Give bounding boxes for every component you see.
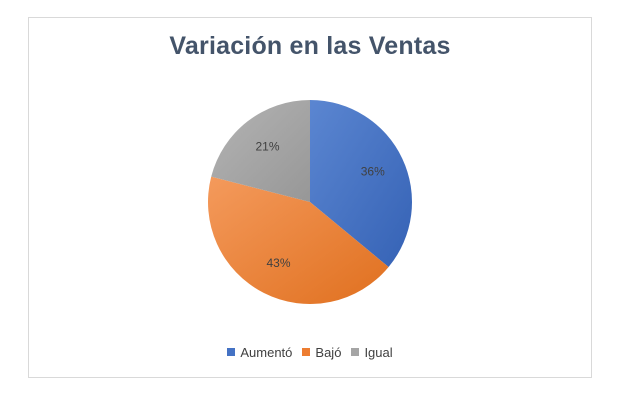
legend-swatch <box>351 348 360 356</box>
pie-slice-bajó <box>208 176 389 304</box>
pie-chart: 36% 43% 21% <box>208 100 413 304</box>
pie-slice-aumentó <box>310 100 413 268</box>
legend-item-aumentó: Aumentó <box>227 345 292 360</box>
data-label-bajó: 43% <box>266 256 290 270</box>
legend-swatch <box>227 348 236 356</box>
legend-label: Bajó <box>315 344 342 360</box>
legend-item-bajó: Bajó <box>302 345 341 360</box>
pie-slice-igual <box>211 100 310 202</box>
chart-area: Variación en las Ventas 36% 43% 21% Aument… <box>28 17 592 378</box>
legend-label: Igual <box>364 344 393 360</box>
data-label-igual: 21% <box>255 139 279 153</box>
chart-title: Variación en las Ventas <box>169 32 451 60</box>
legend-label: Aumentó <box>240 344 293 360</box>
legend-swatch <box>302 348 311 356</box>
legend-item-igual: Igual <box>351 344 393 360</box>
legend: Aumentó Bajó Igual <box>29 344 591 360</box>
data-label-aumentó: 36% <box>361 165 385 179</box>
